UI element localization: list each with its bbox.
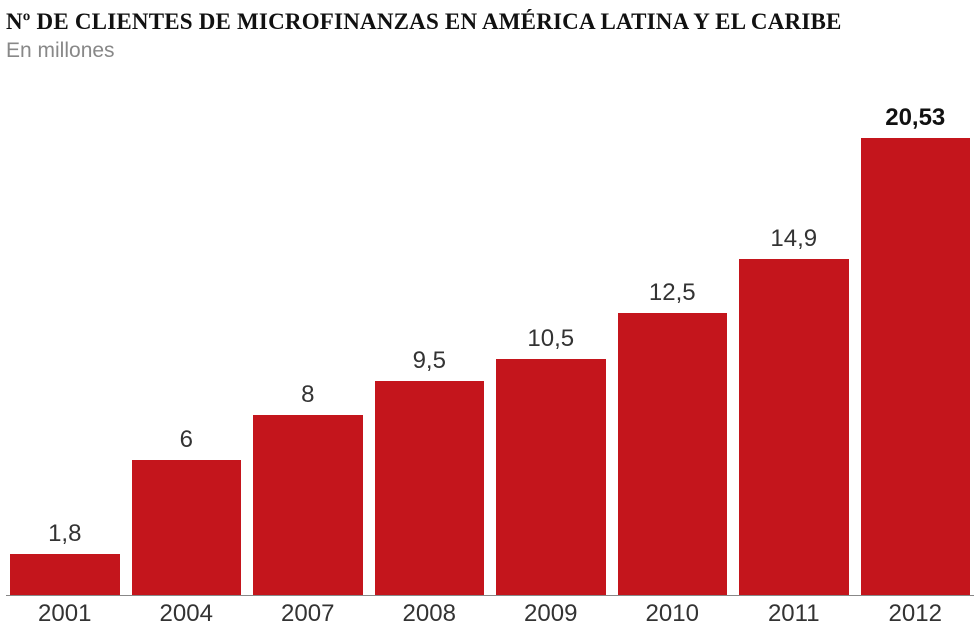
bar-value-label: 8 xyxy=(301,381,314,409)
x-axis-tick: 2012 xyxy=(861,600,971,634)
x-axis: 2001 2004 2007 2008 2009 2010 2011 2012 xyxy=(6,596,974,634)
bars-group: 1,8 6 8 9,5 10,5 12,5 14,9 20,53 xyxy=(6,104,974,595)
x-axis-tick: 2001 xyxy=(10,600,120,634)
bar-slot: 9,5 xyxy=(375,104,485,595)
x-axis-tick: 2010 xyxy=(618,600,728,634)
bar xyxy=(375,381,485,595)
bar xyxy=(253,415,363,595)
x-axis-tick: 2008 xyxy=(375,600,485,634)
bar-slot: 8 xyxy=(253,104,363,595)
bar-slot: 1,8 xyxy=(10,104,120,595)
bar-value-label: 12,5 xyxy=(649,279,696,307)
bar xyxy=(739,259,849,595)
bar-value-label: 9,5 xyxy=(413,347,446,375)
bar-slot: 10,5 xyxy=(496,104,606,595)
bar xyxy=(496,359,606,595)
title-block: Nº DE CLIENTES DE MICROFINANZAS EN AMÉRI… xyxy=(6,8,974,63)
bar-slot: 20,53 xyxy=(861,104,971,595)
bar xyxy=(132,460,242,595)
bar xyxy=(10,554,120,595)
chart-container: Nº DE CLIENTES DE MICROFINANZAS EN AMÉRI… xyxy=(0,0,980,642)
bar-value-label: 1,8 xyxy=(48,520,81,548)
chart-area: 1,8689,510,512,514,920,53 20012004200720… xyxy=(6,104,974,634)
x-axis-tick: 2009 xyxy=(496,600,606,634)
bar-value-label: 14,9 xyxy=(770,225,817,253)
bar-value-label: 6 xyxy=(180,426,193,454)
bar-slot: 14,9 xyxy=(739,104,849,595)
bar-value-label: 20,53 xyxy=(885,104,945,132)
x-axis-tick: 2011 xyxy=(739,600,849,634)
x-axis-tick: 2004 xyxy=(132,600,242,634)
x-axis-tick: 2007 xyxy=(253,600,363,634)
bar-slot: 12,5 xyxy=(618,104,728,595)
bar xyxy=(861,138,971,595)
plot-area: 1,8 6 8 9,5 10,5 12,5 14,9 20,53 xyxy=(6,104,974,596)
chart-subtitle: En millones xyxy=(6,39,974,63)
bar-value-label: 10,5 xyxy=(527,325,574,353)
bar xyxy=(618,313,728,595)
chart-title: Nº DE CLIENTES DE MICROFINANZAS EN AMÉRI… xyxy=(6,8,974,35)
bar-slot: 6 xyxy=(132,104,242,595)
